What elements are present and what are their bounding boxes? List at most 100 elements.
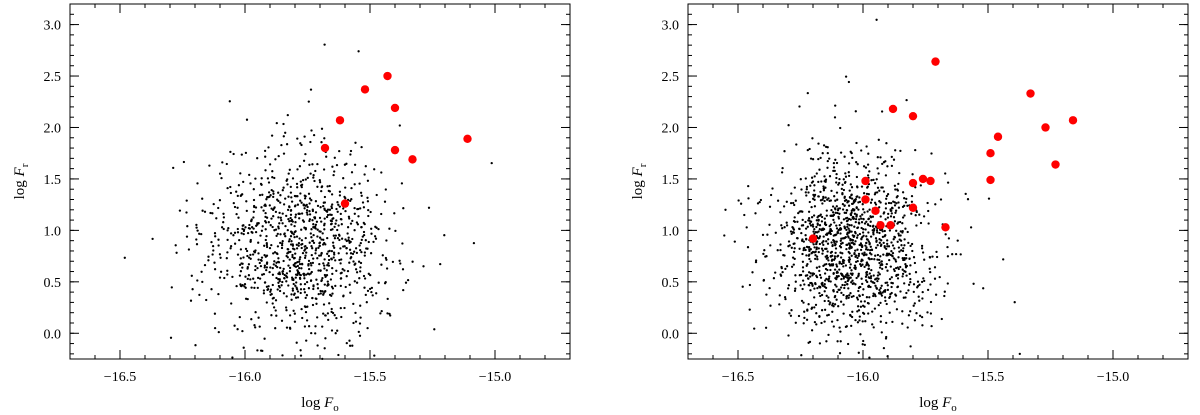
background-point: [259, 264, 263, 268]
background-point: [345, 239, 348, 243]
background-point: [203, 263, 207, 267]
background-point: [819, 156, 822, 160]
background-point: [358, 244, 361, 247]
background-point: [848, 189, 851, 192]
background-point: [209, 211, 212, 215]
background-point: [839, 227, 843, 231]
background-point: [857, 254, 860, 258]
background-point: [332, 217, 335, 220]
background-point: [301, 251, 305, 255]
background-point: [872, 233, 875, 236]
background-point: [241, 193, 244, 196]
background-point: [943, 294, 946, 298]
background-point: [314, 169, 317, 173]
background-point: [887, 245, 891, 248]
background-point: [321, 276, 324, 280]
background-point: [865, 246, 868, 249]
background-point: [218, 172, 222, 175]
background-point: [256, 222, 259, 225]
background-point: [366, 247, 369, 250]
background-point: [879, 215, 882, 218]
y-axis-label: log Fr: [12, 163, 31, 199]
background-point: [833, 303, 837, 306]
background-point: [340, 258, 343, 261]
background-point: [320, 252, 323, 255]
background-point: [876, 244, 879, 247]
background-point: [819, 294, 822, 298]
background-point: [256, 266, 259, 270]
background-point: [287, 217, 290, 221]
background-point: [255, 224, 258, 227]
background-point: [285, 309, 288, 312]
y-tick-label: 2.0: [44, 121, 62, 136]
background-point: [264, 211, 267, 215]
background-point: [816, 240, 819, 243]
background-point: [854, 217, 858, 221]
background-point: [303, 256, 307, 260]
background-point: [422, 265, 425, 268]
background-point: [331, 165, 334, 168]
background-point: [314, 325, 317, 328]
background-point: [846, 283, 849, 286]
background-point: [285, 272, 289, 275]
background-point: [853, 264, 857, 267]
background-point: [222, 212, 225, 215]
highlight-point: [861, 195, 870, 204]
background-point: [817, 247, 820, 250]
background-point: [878, 261, 881, 265]
background-point: [373, 354, 376, 357]
background-point: [780, 266, 783, 270]
background-point: [363, 251, 367, 254]
background-point: [285, 275, 288, 278]
x-tick-label: −16.5: [722, 370, 754, 385]
background-point: [762, 252, 765, 256]
background-point: [800, 188, 803, 191]
background-point: [891, 244, 895, 247]
background-point: [217, 238, 220, 241]
background-point: [344, 238, 347, 241]
background-point: [257, 252, 260, 255]
background-point: [833, 233, 837, 237]
background-point: [327, 318, 330, 322]
background-point: [301, 178, 305, 182]
background-point: [298, 165, 302, 168]
background-point: [850, 151, 853, 155]
background-point: [236, 328, 239, 331]
background-point: [802, 322, 805, 325]
background-point: [352, 260, 355, 263]
background-point: [310, 236, 313, 239]
background-point: [835, 263, 838, 266]
background-point: [264, 215, 267, 219]
background-point: [859, 305, 863, 308]
background-point: [863, 211, 866, 214]
background-point: [326, 208, 330, 211]
background-point: [737, 199, 740, 202]
background-point: [850, 193, 853, 196]
background-point: [213, 312, 217, 315]
highlight-point: [861, 176, 870, 186]
background-point: [865, 238, 869, 241]
background-point: [291, 255, 294, 259]
background-point: [195, 223, 198, 227]
background-point: [806, 277, 810, 280]
background-point: [837, 228, 840, 232]
background-point: [885, 197, 888, 200]
background-point: [297, 244, 300, 247]
background-point: [242, 256, 245, 259]
background-point: [926, 288, 930, 292]
background-point: [321, 232, 324, 235]
background-point: [226, 251, 229, 254]
background-point: [406, 278, 410, 282]
background-point: [824, 255, 827, 258]
background-point: [886, 245, 889, 248]
background-point: [915, 210, 918, 214]
background-point: [330, 193, 334, 196]
background-point: [810, 181, 814, 184]
background-point: [242, 346, 245, 349]
background-point: [347, 215, 351, 218]
background-point: [830, 229, 833, 233]
background-point: [323, 347, 326, 350]
background-point: [876, 279, 879, 283]
background-point: [299, 349, 302, 352]
background-point: [842, 293, 845, 297]
